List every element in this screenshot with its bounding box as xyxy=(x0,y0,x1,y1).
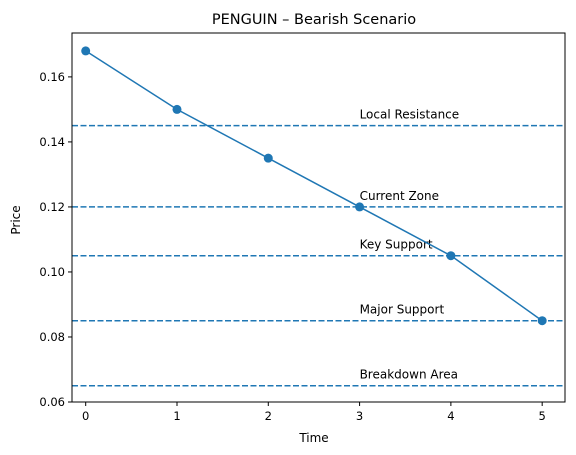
y-tick-label-4: 0.14 xyxy=(39,135,65,149)
y-tick-label-1: 0.08 xyxy=(39,330,65,344)
x-tick-label-0: 0 xyxy=(82,409,89,423)
level-label-2: Key Support xyxy=(360,238,433,252)
y-tick-label-5: 0.16 xyxy=(39,70,65,84)
y-tick-label-0: 0.06 xyxy=(39,395,65,409)
chart-title: PENGUIN – Bearish Scenario xyxy=(212,12,416,28)
data-point-2 xyxy=(263,153,273,163)
data-point-4 xyxy=(446,251,456,261)
x-tick-label-4: 4 xyxy=(447,409,454,423)
price-series xyxy=(81,46,547,326)
x-tick-label-2: 2 xyxy=(265,409,272,423)
series-line-0 xyxy=(85,50,543,322)
level-label-1: Current Zone xyxy=(360,189,439,203)
level-lines: Local Resistance Current Zone Key Support M… xyxy=(72,108,565,387)
data-point-3 xyxy=(355,202,365,212)
y-axis-label: Price xyxy=(9,205,23,234)
data-point-1 xyxy=(172,104,182,114)
y-axis-ticks: 0.06 0.08 0.10 0.12 0.14 0.16 xyxy=(39,70,72,409)
level-label-0: Local Resistance xyxy=(360,108,460,122)
x-tick-label-1: 1 xyxy=(173,409,180,423)
y-tick-label-3: 0.12 xyxy=(39,200,65,214)
x-tick-label-5: 5 xyxy=(539,409,546,423)
level-label-4: Breakdown Area xyxy=(360,368,458,382)
plot-frame xyxy=(71,32,566,403)
x-axis-ticks: 0 1 2 3 4 5 xyxy=(82,402,546,423)
y-tick-label-2: 0.10 xyxy=(39,265,65,279)
data-point-5 xyxy=(537,316,547,326)
x-tick-label-3: 3 xyxy=(356,409,363,423)
data-point-0 xyxy=(81,46,91,56)
level-label-3: Major Support xyxy=(360,303,445,317)
x-axis-label: Time xyxy=(298,431,328,445)
